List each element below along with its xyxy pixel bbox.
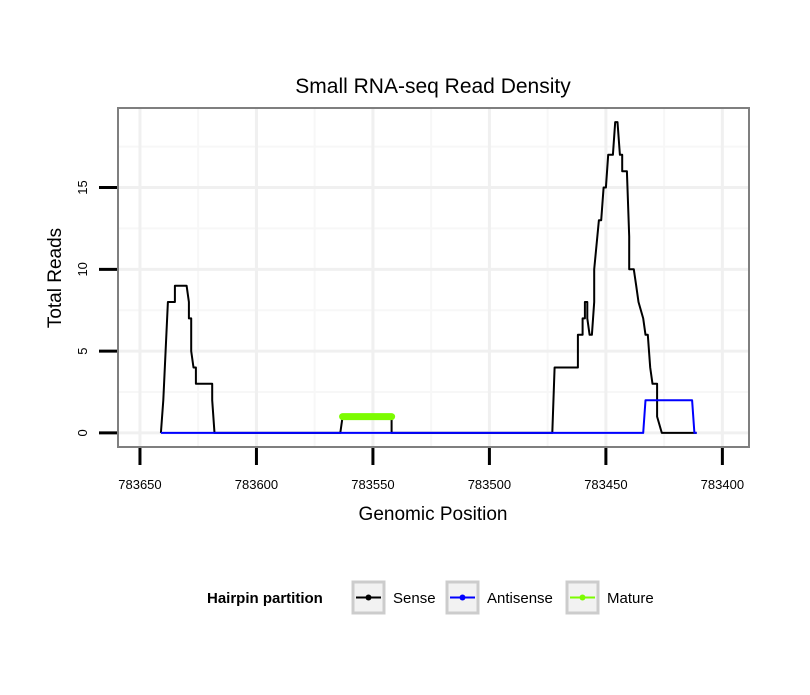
plot-panel-border	[117, 107, 750, 448]
y-tick-label: 5	[75, 347, 90, 354]
legend-label: Sense	[393, 590, 436, 607]
grid	[119, 109, 748, 446]
x-tick-label: 783550	[351, 477, 394, 492]
x-axis-label: Genomic Position	[359, 504, 508, 525]
y-tick-label: 0	[75, 429, 90, 436]
legend-entry-mature: Mature	[565, 580, 654, 615]
x-tick-label: 783450	[584, 477, 627, 492]
legend-entry-sense: Sense	[351, 580, 436, 615]
x-tick-label: 783400	[701, 477, 744, 492]
x-tick-label: 783650	[118, 477, 161, 492]
x-axis: 783650 783600 783550 783500 783450 783400	[118, 448, 744, 492]
series-line-antisense	[160, 399, 697, 434]
series-layer	[159, 121, 697, 434]
legend-key-point	[579, 594, 586, 601]
legend-key-point	[459, 594, 466, 601]
x-tick-label: 783600	[235, 477, 278, 492]
legend-key-point	[365, 594, 372, 601]
series-line-sense	[159, 121, 697, 434]
x-tick-label: 783500	[468, 477, 511, 492]
legend-label: Mature	[607, 590, 654, 607]
y-tick-label: 15	[75, 180, 90, 194]
chart-title: Small RNA-seq Read Density	[295, 75, 571, 98]
legend-label: Antisense	[487, 590, 553, 607]
y-axis-label: Total Reads	[45, 228, 66, 328]
legend: Hairpin partition Sense Antisense Mature	[207, 580, 654, 615]
legend-title: Hairpin partition	[207, 590, 323, 607]
legend-entry-antisense: Antisense	[445, 580, 553, 615]
y-axis: 0 5 10 15	[75, 180, 117, 437]
y-tick-label: 10	[75, 262, 90, 276]
